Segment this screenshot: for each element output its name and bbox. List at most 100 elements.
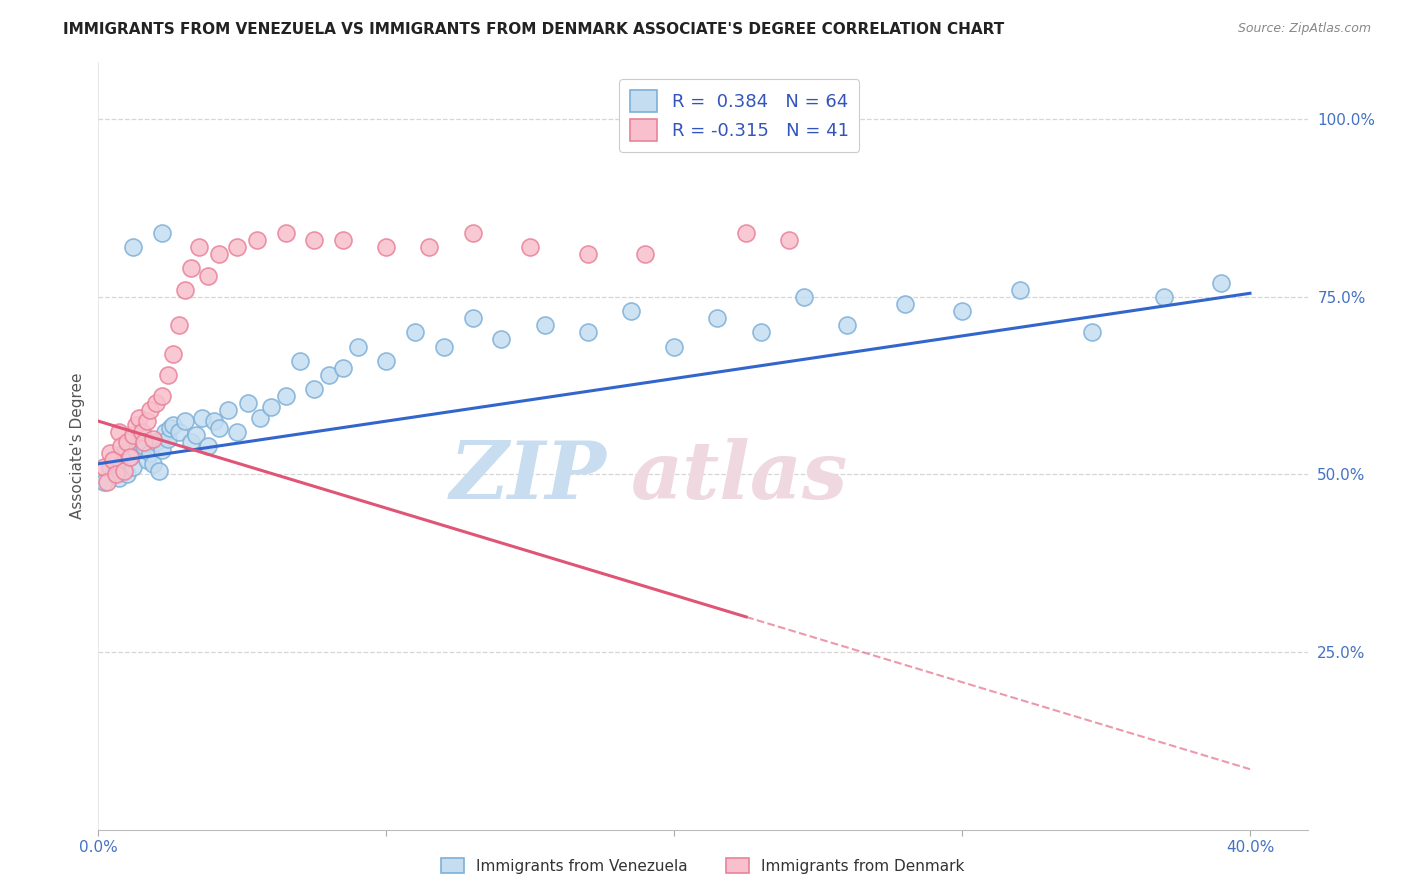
Point — [110, 457, 132, 471]
Point — [893, 297, 915, 311]
Text: Source: ZipAtlas.com: Source: ZipAtlas.com — [1237, 22, 1371, 36]
Point — [346, 340, 368, 354]
Point — [217, 403, 239, 417]
Point — [115, 467, 138, 482]
Point — [375, 240, 398, 254]
Point — [433, 340, 456, 354]
Point — [159, 421, 181, 435]
Point — [98, 460, 121, 475]
Point — [778, 233, 800, 247]
Point — [191, 410, 214, 425]
Point — [107, 425, 129, 439]
Point — [202, 414, 225, 428]
Point — [461, 311, 484, 326]
Point — [491, 333, 513, 347]
Point — [1153, 290, 1175, 304]
Point — [162, 417, 184, 432]
Text: IMMIGRANTS FROM VENEZUELA VS IMMIGRANTS FROM DENMARK ASSOCIATE'S DEGREE CORRELAT: IMMIGRANTS FROM VENEZUELA VS IMMIGRANTS … — [63, 22, 1004, 37]
Point — [167, 318, 190, 333]
Point — [93, 460, 115, 475]
Point — [835, 318, 858, 333]
Point — [197, 439, 219, 453]
Point — [150, 442, 173, 457]
Point — [236, 396, 259, 410]
Point — [208, 421, 231, 435]
Point — [145, 396, 167, 410]
Point — [1008, 283, 1031, 297]
Point — [304, 382, 326, 396]
Point — [128, 410, 150, 425]
Point — [318, 368, 340, 382]
Point — [112, 464, 135, 478]
Point — [332, 233, 354, 247]
Point — [208, 247, 231, 261]
Point — [131, 428, 153, 442]
Point — [150, 226, 173, 240]
Point — [533, 318, 555, 333]
Point — [104, 464, 127, 478]
Point — [225, 240, 247, 254]
Point — [134, 435, 156, 450]
Point — [749, 326, 772, 340]
Point — [332, 360, 354, 375]
Point — [96, 475, 118, 489]
Point — [225, 425, 247, 439]
Point — [107, 471, 129, 485]
Point — [110, 439, 132, 453]
Point — [101, 453, 124, 467]
Point — [150, 389, 173, 403]
Point — [706, 311, 728, 326]
Point — [156, 368, 179, 382]
Point — [173, 414, 195, 428]
Point — [148, 464, 170, 478]
Point — [112, 446, 135, 460]
Point — [101, 453, 124, 467]
Point — [1211, 276, 1233, 290]
Point — [136, 453, 159, 467]
Point — [134, 439, 156, 453]
Point — [125, 442, 148, 457]
Point — [274, 389, 297, 403]
Point — [620, 304, 643, 318]
Point — [122, 460, 145, 475]
Point — [142, 432, 165, 446]
Point — [115, 435, 138, 450]
Point — [249, 410, 271, 425]
Point — [197, 268, 219, 283]
Point — [246, 233, 269, 247]
Point — [274, 226, 297, 240]
Point — [173, 283, 195, 297]
Point — [288, 353, 311, 368]
Text: atlas: atlas — [630, 438, 848, 516]
Point — [142, 457, 165, 471]
Point — [180, 435, 202, 450]
Point — [136, 414, 159, 428]
Point — [260, 400, 283, 414]
Text: ZIP: ZIP — [450, 438, 606, 516]
Point — [186, 428, 208, 442]
Point — [375, 353, 398, 368]
Point — [122, 240, 145, 254]
Point — [167, 425, 190, 439]
Point — [418, 240, 440, 254]
Point — [125, 417, 148, 432]
Point — [1080, 326, 1102, 340]
Point — [131, 425, 153, 439]
Point — [304, 233, 326, 247]
Y-axis label: Associate's Degree: Associate's Degree — [69, 373, 84, 519]
Point — [120, 450, 142, 464]
Point — [153, 425, 176, 439]
Point — [634, 247, 657, 261]
Point — [404, 326, 426, 340]
Point — [188, 240, 211, 254]
Legend: R =  0.384   N = 64, R = -0.315   N = 41: R = 0.384 N = 64, R = -0.315 N = 41 — [619, 79, 859, 152]
Point — [98, 446, 121, 460]
Point — [576, 247, 599, 261]
Point — [139, 403, 162, 417]
Point — [793, 290, 815, 304]
Point — [519, 240, 541, 254]
Point — [735, 226, 758, 240]
Point — [576, 326, 599, 340]
Point — [145, 435, 167, 450]
Point — [950, 304, 973, 318]
